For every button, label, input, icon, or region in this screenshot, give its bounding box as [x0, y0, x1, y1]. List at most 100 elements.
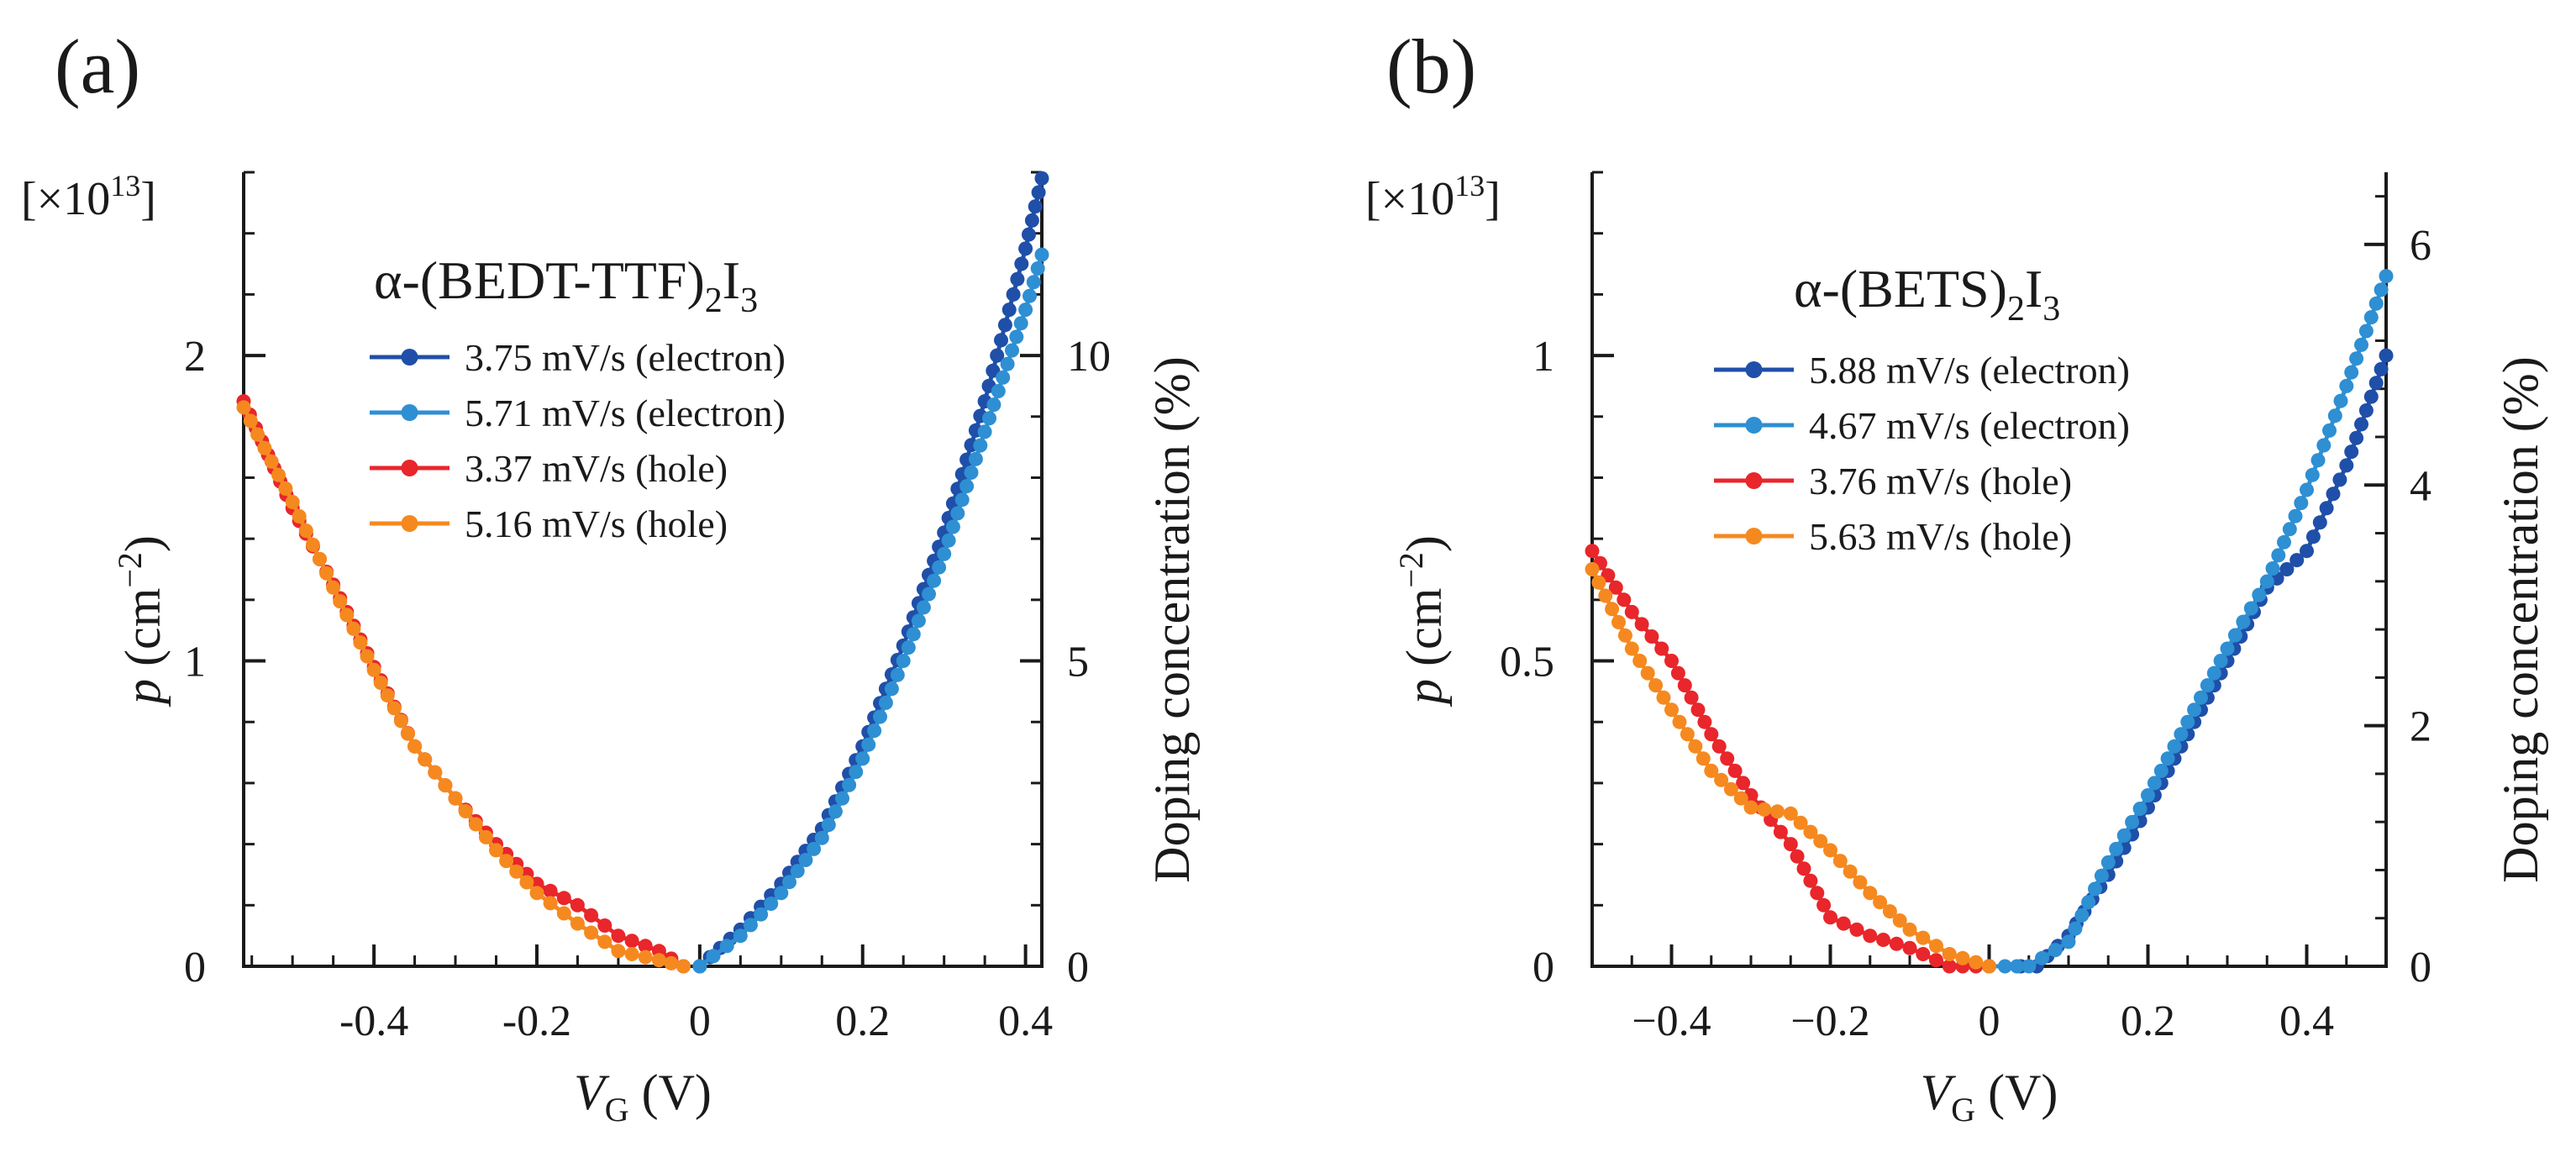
data-point [1680, 727, 1695, 742]
data-point [2271, 548, 2286, 563]
data-point [2167, 739, 2182, 754]
data-point [1704, 727, 1719, 742]
data-point [1656, 690, 1671, 705]
data-point [2074, 907, 2090, 923]
data-point [1000, 356, 1015, 371]
data-point [1632, 654, 1648, 668]
data-point [922, 587, 936, 602]
data-point [2327, 408, 2342, 423]
data-point [519, 875, 534, 890]
panel-a: (a) [×1013] -0.4 -0.2 0 0.2 0.4 0 1 2 0 5 10 VG (V) p … [21, 24, 1200, 1128]
data-point [611, 928, 626, 944]
data-point [2236, 614, 2251, 629]
data-point [543, 883, 558, 898]
data-point [1034, 171, 1049, 186]
data-point [1892, 913, 1907, 928]
data-point [1955, 950, 1970, 965]
data-point [1026, 275, 1041, 290]
data-point [1024, 213, 1039, 228]
data-point [292, 509, 307, 523]
data-point [790, 864, 805, 879]
data-point [990, 348, 1005, 363]
data-point [1018, 302, 1033, 318]
data-point [896, 654, 911, 668]
data-point [584, 925, 599, 940]
data-point [1813, 834, 1828, 849]
data-point [1916, 930, 1931, 945]
data-point [2289, 553, 2305, 568]
data-point [353, 635, 368, 650]
data-point [1640, 665, 1655, 681]
data-point [1695, 751, 1711, 766]
x-tick-label: -0.2 [502, 997, 571, 1045]
data-point [2363, 310, 2379, 325]
data-point [326, 580, 341, 595]
data-point [2339, 458, 2354, 473]
data-point [2141, 788, 2155, 802]
data-point [954, 492, 970, 508]
data-point [706, 949, 721, 964]
data-point [489, 843, 503, 858]
data-point [2088, 881, 2102, 897]
data-point [1982, 959, 1996, 974]
data-point [407, 739, 423, 754]
data-point [298, 523, 313, 538]
data-point [2259, 574, 2274, 589]
data-point [285, 495, 300, 509]
data-point [977, 424, 992, 439]
series-1 [1982, 269, 2394, 974]
legend-entry: 5.88 mV/s (electron) [1809, 349, 2130, 392]
data-point [271, 467, 286, 482]
data-point [2322, 423, 2337, 438]
data-point [570, 897, 585, 913]
data-point [1585, 544, 1600, 559]
data-point [1832, 854, 1848, 869]
data-point [2300, 544, 2314, 559]
data-point [1803, 824, 1818, 839]
y2-tick-label: 0 [2410, 944, 2431, 992]
data-point [543, 896, 558, 911]
data-point [996, 370, 1011, 385]
data-point [2379, 269, 2394, 284]
data-point [1608, 580, 1623, 595]
y-axis-title: p (cm−2) [111, 535, 171, 708]
data-point [1723, 781, 1738, 797]
data-point [478, 829, 493, 844]
legend: 5.88 mV/s (electron) 4.67 mV/s (electron)… [1714, 349, 2130, 558]
x-tick-label: 0.2 [835, 997, 890, 1045]
data-point [2194, 690, 2208, 705]
data-point [386, 701, 402, 716]
data-point [2326, 487, 2341, 502]
data-point [1997, 959, 2012, 974]
x-axis-title: VG (V) [574, 1065, 712, 1128]
data-point [380, 688, 395, 703]
series-2 [1585, 544, 1996, 974]
data-point [2081, 895, 2096, 910]
data-point [1010, 271, 1025, 287]
x-axis-title: VG (V) [1921, 1065, 2058, 1128]
data-point [1770, 804, 1785, 819]
data-point [313, 551, 327, 566]
data-point [873, 709, 887, 724]
data-point [2332, 472, 2347, 487]
data-point [964, 465, 979, 480]
data-point [2358, 403, 2374, 418]
data-point [556, 906, 571, 921]
data-point [842, 777, 857, 792]
x-tick-label: 0.4 [998, 997, 1053, 1045]
legend-swatch-marker [401, 460, 418, 476]
y-axis-title: p (cm−2) [1392, 535, 1452, 708]
data-point [733, 928, 748, 944]
data-point [916, 600, 931, 615]
data-point [458, 804, 473, 818]
x-tick-label: 0.2 [2121, 997, 2175, 1045]
data-point [849, 765, 864, 780]
data-point [997, 318, 1012, 333]
data-point [945, 519, 960, 534]
data-point [305, 537, 320, 552]
data-point [1720, 751, 1735, 766]
y-multiplier-label: [×1013] [21, 169, 156, 225]
data-point [1902, 922, 1917, 937]
data-point [597, 918, 612, 933]
data-point [2243, 601, 2258, 616]
